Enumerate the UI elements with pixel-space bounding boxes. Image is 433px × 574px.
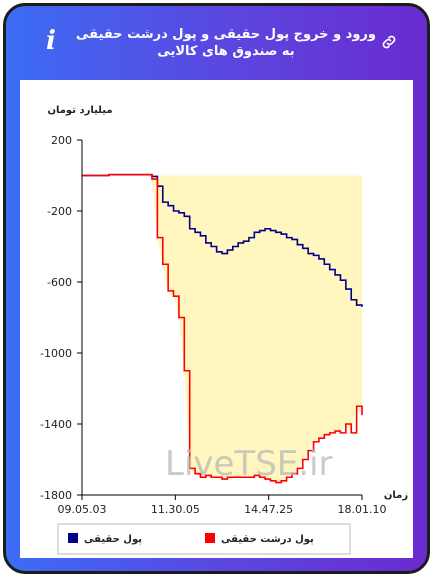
series-area-1 [82, 174, 362, 483]
chart-panel: میلیارد تومان زمان 200 -200 -600 -1000 -1400… [20, 80, 413, 558]
series-line-1 [82, 173, 363, 484]
legend-label-0: پول حقیقی [84, 534, 142, 545]
legend-label-1: پول درشت حقیقی [221, 534, 314, 545]
link-icon[interactable] [380, 33, 398, 51]
x-tick-label: 18.01.10 [338, 503, 387, 516]
y-tick-label: 200 [51, 134, 72, 147]
y-tick-label: -1800 [40, 489, 72, 502]
chart-title: ورود و خروج پول حقیقی و پول درشت حقیقی ب… [76, 27, 376, 59]
chart-svg: میلیارد تومان زمان 200 -200 -600 -1000 -1400… [40, 105, 408, 555]
x-axis-label: زمان [384, 490, 408, 501]
y-axis-label: میلیارد تومان [47, 105, 112, 116]
info-icon[interactable]: i [46, 26, 56, 56]
y-tick-label: -1400 [40, 418, 72, 431]
series-line-0 [82, 173, 363, 307]
card-header: i ورود و خروج پول حقیقی و پول درشت حقیقی… [6, 6, 427, 76]
x-tick-label: 11.30.05 [151, 503, 200, 516]
x-tick-label: 14.47.25 [244, 503, 293, 516]
legend: پول حقیقی پول درشت حقیقی [57, 523, 351, 555]
chart-card: i ورود و خروج پول حقیقی و پول درشت حقیقی… [3, 3, 430, 574]
legend-swatch-1 [205, 533, 215, 543]
watermark: LiveTSE.ir [165, 444, 333, 484]
x-tick-label: 09.05.03 [58, 503, 107, 516]
legend-box [57, 523, 351, 555]
y-tick-label: -200 [47, 205, 72, 218]
y-tick-label: -1000 [40, 347, 72, 360]
y-tick-label: -600 [47, 276, 72, 289]
legend-swatch-0 [68, 533, 78, 543]
